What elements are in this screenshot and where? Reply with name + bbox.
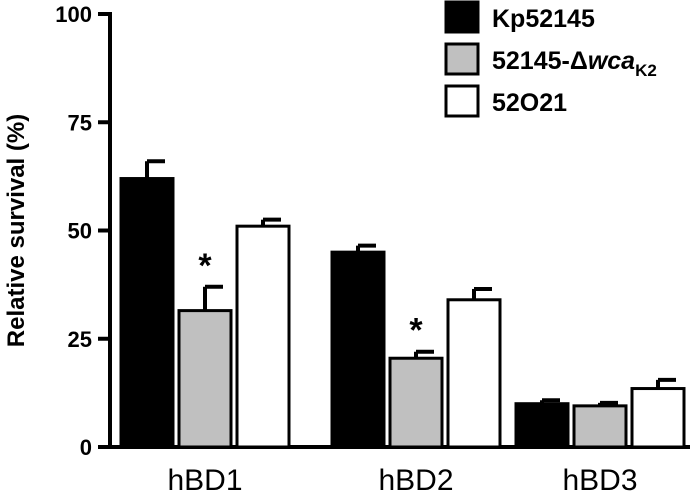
legend-swatch-2 (444, 84, 480, 118)
y-tick-label: 50 (68, 219, 92, 244)
bar-hbd1-series-2 (235, 224, 291, 449)
y-tick-label: 100 (55, 2, 92, 27)
bar-hbd3-series-0 (514, 402, 570, 449)
y-tick-label: 0 (80, 435, 92, 460)
significance-asterisk: * (198, 247, 212, 285)
axes: 0 25 50 75 100 Relative survival (%) hBD1 hBD2 h… (3, 2, 690, 497)
legend-label-1: 52145-ΔwcaK2 (492, 47, 657, 80)
bars: ** (119, 159, 686, 449)
significance-asterisk: * (409, 312, 423, 350)
bar-hbd2-series-1 (388, 356, 444, 449)
legend-label-2: 52O21 (492, 89, 567, 117)
bar-hbd3-series-1 (572, 404, 628, 449)
bar-hbd1-series-0 (119, 177, 175, 449)
legend-swatch-0 (444, 0, 480, 34)
bar-hbd1-series-1 (177, 309, 233, 449)
y-tick-label: 75 (68, 110, 92, 135)
legend-label-0: Kp52145 (492, 5, 595, 33)
bar-hbd3-series-2 (630, 387, 686, 449)
y-axis-title: Relative survival (%) (3, 114, 30, 347)
x-category-label: hBD3 (562, 464, 637, 497)
legend-swatch-1 (444, 42, 480, 76)
x-category-label: hBD2 (378, 464, 453, 497)
bar-hbd2-series-0 (330, 250, 386, 449)
y-tick-label: 25 (68, 327, 92, 352)
legend: Kp52145 52145-ΔwcaK2 52O21 (444, 0, 657, 118)
bar-hbd2-series-2 (446, 298, 502, 449)
x-category-label: hBD1 (167, 464, 242, 497)
